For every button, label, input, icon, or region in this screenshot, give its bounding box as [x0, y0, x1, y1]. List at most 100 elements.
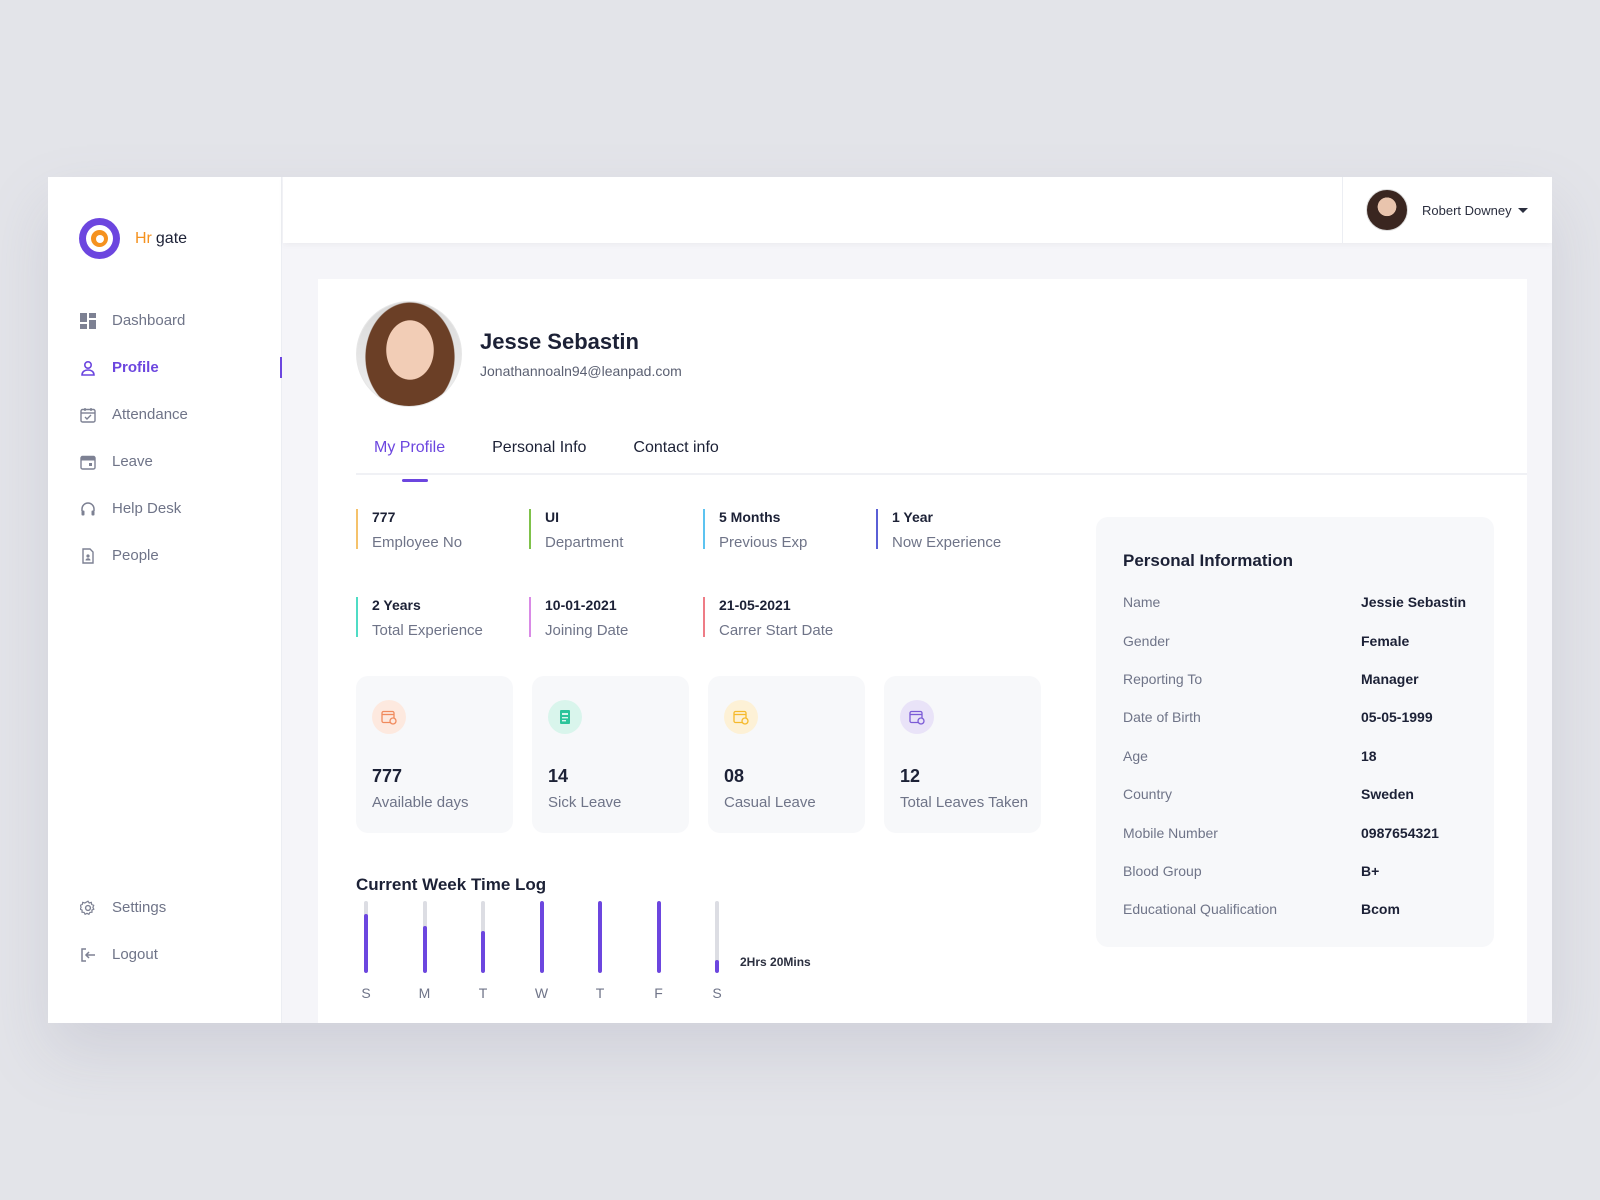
info-key: Country [1123, 786, 1173, 803]
headphones-icon [79, 500, 97, 518]
timelog-day-label: W [534, 985, 549, 1001]
stat-accent-bar [356, 509, 358, 549]
sidebar-bottom-nav: Settings Logout [79, 884, 282, 978]
sidebar-item-label: People [112, 547, 159, 564]
info-value: Manager [1361, 670, 1419, 687]
sidebar-item-label: Attendance [112, 406, 188, 423]
timelog-track [364, 901, 368, 973]
timelog-bar [715, 960, 719, 973]
stat-previous-exp: 5 Months Previous Exp [703, 509, 863, 551]
sidebar-item-dashboard[interactable]: Dashboard [79, 297, 282, 344]
stat-value: 5 Months [719, 509, 781, 525]
info-key: Gender [1123, 632, 1170, 649]
info-value: Jessie Sebastin [1361, 594, 1467, 611]
stat-joining-date: 10-01-2021 Joining Date [529, 597, 689, 639]
timelog-track [481, 901, 485, 973]
stat-value: 21-05-2021 [719, 597, 791, 613]
sidebar-item-settings[interactable]: Settings [79, 884, 282, 931]
leave-card-total-leaves[interactable]: 12 Total Leaves Taken [884, 676, 1041, 833]
info-row: Gender Female [1123, 621, 1467, 659]
stat-value: 1 Year [892, 509, 934, 525]
timelog-track [422, 901, 427, 973]
leave-card-value: 08 [724, 766, 745, 786]
sidebar-item-people[interactable]: People [79, 532, 282, 579]
info-value: Bcom [1361, 901, 1400, 918]
chevron-down-icon [1517, 207, 1528, 213]
info-row: Age 18 [1123, 737, 1467, 775]
timelog-track [539, 901, 544, 973]
logo-icon [79, 218, 120, 259]
stat-accent-bar [529, 509, 531, 549]
calendar-clock-icon [900, 700, 934, 734]
info-key: Age [1123, 747, 1148, 764]
timelog-day-label: M [418, 985, 431, 1001]
leave-card-value: 14 [548, 766, 569, 786]
logout-icon [79, 946, 97, 964]
stat-label: Joining Date [545, 622, 629, 639]
timelog-note: 2Hrs 20Mins [740, 955, 811, 969]
calendar-clock-icon [372, 700, 406, 734]
leave-card-value: 777 [372, 766, 403, 786]
stat-value: 777 [372, 509, 396, 525]
info-key: Blood Group [1123, 862, 1202, 879]
sidebar-item-label: Leave [112, 453, 153, 470]
timelog-bar [364, 913, 368, 973]
stat-value: 10-01-2021 [545, 597, 617, 613]
sidebar-item-label: Settings [112, 899, 167, 916]
sidebar-item-leave[interactable]: Leave [79, 438, 282, 485]
stat-department: UI Department [529, 509, 689, 551]
timelog-bar [422, 926, 427, 973]
tab-my-profile[interactable]: My Profile [356, 439, 445, 482]
timelog-chart: 2Hrs 20Mins S M T W T F S [356, 901, 836, 1011]
app-window: Hr gate Dashboard Profile Attendance [48, 177, 1552, 1023]
stat-employee-no: 777 Employee No [356, 509, 516, 551]
sidebar-item-attendance[interactable]: Attendance [79, 391, 282, 438]
sidebar-item-profile[interactable]: Profile [79, 344, 282, 391]
stat-label: Total Experience [372, 622, 483, 639]
info-row: Country Sweden [1123, 775, 1467, 813]
logo-prefix: Hr [135, 229, 152, 247]
logo[interactable]: Hr gate [79, 218, 187, 259]
timelog-title: Current Week Time Log [356, 875, 547, 894]
top-bar: Robert Downey [283, 177, 1552, 243]
info-value: B+ [1361, 862, 1380, 879]
leave-card-available-days[interactable]: 777 Available days [356, 676, 513, 833]
personal-information-card: Personal Information Name Jessie Sebastin… [1096, 517, 1494, 947]
stat-accent-bar [876, 509, 878, 549]
leave-card-label: Casual Leave [724, 794, 816, 811]
info-key: Date of Birth [1123, 709, 1201, 726]
stat-accent-bar [703, 597, 705, 637]
info-row: Reporting To Manager [1123, 660, 1467, 698]
leave-card-casual-leave[interactable]: 08 Casual Leave [708, 676, 865, 833]
leave-summary: 777 Available days 14 Sick Leave 08 Casu… [356, 676, 1060, 833]
sidebar-item-label: Logout [112, 946, 158, 963]
timelog-day-label: F [654, 985, 663, 1001]
stat-now-experience: 1 Year Now Experience [876, 509, 1036, 551]
sidebar-item-label: Profile [112, 359, 159, 376]
profile-tabs: My Profile Personal Info Contact info [356, 439, 1527, 482]
leave-card-sick-leave[interactable]: 14 Sick Leave [532, 676, 689, 833]
leave-card-label: Sick Leave [548, 794, 622, 811]
profile-panel: Jesse Sebastin Jonathannoaln94@leanpad.c… [318, 279, 1527, 1023]
logo-suffix: gate [155, 229, 188, 247]
leave-card-label: Total Leaves Taken [900, 794, 1029, 811]
tab-personal-info[interactable]: Personal Info [492, 439, 587, 456]
timelog-day-label: S [361, 985, 371, 1001]
calendar-clock-icon [724, 700, 758, 734]
dashboard-icon [79, 312, 97, 330]
leave-card-label: Available days [372, 794, 469, 811]
timelog-day-label: S [712, 985, 722, 1001]
stat-value: UI [545, 509, 559, 525]
logo-text: Hr gate [135, 230, 187, 248]
user-icon [79, 359, 97, 377]
stat-label: Now Experience [892, 534, 1002, 551]
stat-label: Carrer Start Date [719, 622, 834, 639]
info-value: Sweden [1361, 786, 1414, 803]
stat-career-start-date: 21-05-2021 Carrer Start Date [703, 597, 863, 639]
sidebar-item-help-desk[interactable]: Help Desk [79, 485, 282, 532]
calendar-icon [79, 453, 97, 471]
tab-contact-info[interactable]: Contact info [633, 439, 719, 456]
sidebar-item-logout[interactable]: Logout [79, 931, 282, 978]
timelog-track [656, 901, 661, 973]
user-menu[interactable]: Robert Downey [1342, 177, 1552, 243]
